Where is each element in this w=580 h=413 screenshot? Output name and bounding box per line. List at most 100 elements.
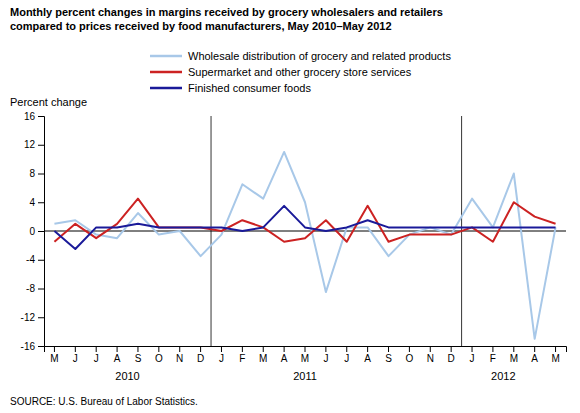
x-tick-mark	[137, 346, 138, 352]
y-tick: 8	[29, 168, 44, 179]
y-tick-mark	[38, 174, 44, 175]
x-tick: J	[219, 346, 224, 364]
x-tick-label: S	[385, 353, 392, 364]
x-tick-mark	[75, 346, 76, 352]
x-tick-label: D	[197, 353, 204, 364]
x-tick-mark	[492, 346, 493, 352]
source: SOURCE: U.S. Bureau of Labor Statistics.	[10, 396, 198, 407]
x-tick: M	[510, 346, 518, 364]
x-tick-mark	[117, 346, 118, 352]
x-tick-label: M	[301, 353, 309, 364]
x-tick: N	[427, 346, 434, 364]
x-tick-mark	[325, 346, 326, 352]
x-tick-mark	[555, 346, 556, 352]
legend-item: Supermarket and other grocery store serv…	[150, 66, 412, 78]
y-tick-label: 0	[29, 226, 35, 237]
y-tick-label: 4	[29, 197, 35, 208]
y-tick: -16	[21, 341, 44, 352]
x-tick-mark	[534, 346, 535, 352]
y-tick: 12	[24, 139, 44, 150]
y-tick-label: 12	[24, 139, 36, 150]
x-tick-label: F	[490, 353, 496, 364]
x-tick-mark	[388, 346, 389, 352]
x-tick-mark	[305, 346, 306, 352]
x-tick: O	[155, 346, 163, 364]
x-tick: J	[470, 346, 475, 364]
legend-swatch	[150, 87, 182, 90]
series-line	[54, 152, 555, 339]
x-tick-mark	[472, 346, 473, 352]
x-tick-mark	[284, 346, 285, 352]
x-tick-label: F	[239, 353, 245, 364]
x-tick-mark	[96, 346, 97, 352]
series-line	[54, 199, 555, 242]
x-tick: M	[301, 346, 309, 364]
x-tick-mark	[430, 346, 431, 352]
y-tick-mark	[38, 202, 44, 203]
x-tick-mark	[54, 346, 55, 352]
x-tick-mark	[346, 346, 347, 352]
x-tick-label: M	[50, 353, 58, 364]
x-tick-mark	[200, 346, 201, 352]
x-tick: J	[94, 346, 99, 364]
x-tick: F	[490, 346, 496, 364]
x-tick: A	[531, 346, 538, 364]
legend-swatch	[150, 55, 182, 58]
x-tick-mark	[221, 346, 222, 352]
x-tick-label: O	[406, 353, 414, 364]
x-tick: M	[551, 346, 559, 364]
x-tick: J	[73, 346, 78, 364]
x-tick-label: A	[531, 353, 538, 364]
y-tick-mark	[38, 145, 44, 146]
y-tick: -12	[21, 312, 44, 323]
x-tick: A	[364, 346, 371, 364]
legend: Wholesale distribution of grocery and re…	[150, 50, 451, 94]
legend-label: Supermarket and other grocery store serv…	[188, 66, 412, 78]
y-tick-mark	[38, 289, 44, 290]
y-tick-mark	[38, 116, 44, 117]
x-tick-mark	[242, 346, 243, 352]
title-line: compared to prices received by food manu…	[10, 20, 392, 32]
legend-label: Wholesale distribution of grocery and re…	[188, 50, 451, 62]
x-tick: N	[176, 346, 183, 364]
x-tick-mark	[263, 346, 264, 352]
year-label: 2010	[115, 370, 139, 382]
x-tick-label: J	[94, 353, 99, 364]
y-tick-label: -12	[21, 312, 36, 323]
y-tick-mark	[38, 317, 44, 318]
y-tick-mark	[38, 260, 44, 261]
title: Monthly percent changes in margins recei…	[10, 6, 443, 32]
x-tick-mark	[367, 346, 368, 352]
x-axis: MJJASONDJFMAMJJASONDJFMAM	[45, 346, 567, 364]
x-tick: S	[135, 346, 142, 364]
x-tick: M	[259, 346, 267, 364]
y-tick-mark	[38, 346, 44, 347]
y-tick: -4	[26, 254, 44, 265]
x-tick-label: M	[259, 353, 267, 364]
x-tick-label: O	[155, 353, 163, 364]
x-tick-label: A	[114, 353, 121, 364]
x-tick: D	[448, 346, 455, 364]
plot-area	[44, 116, 566, 346]
x-tick: A	[281, 346, 288, 364]
y-tick: 0	[29, 226, 44, 237]
y-axis-line	[38, 117, 45, 347]
y-axis-title: Percent change	[10, 96, 87, 108]
x-tick-label: J	[323, 353, 328, 364]
x-tick-label: M	[510, 353, 518, 364]
y-tick: 16	[24, 111, 44, 122]
x-tick: J	[344, 346, 349, 364]
y-tick-mark	[38, 231, 44, 232]
x-tick-label: J	[470, 353, 475, 364]
x-tick-label: D	[448, 353, 455, 364]
x-tick-mark	[513, 346, 514, 352]
x-tick: F	[239, 346, 245, 364]
x-tick-mark	[158, 346, 159, 352]
x-tick: M	[50, 346, 58, 364]
series-line	[54, 206, 555, 249]
y-tick-label: 8	[29, 168, 35, 179]
title-line: Monthly percent changes in margins recei…	[10, 6, 443, 18]
y-tick-label: -4	[26, 254, 35, 265]
y-tick: 4	[29, 197, 44, 208]
y-tick-label: 16	[24, 111, 36, 122]
